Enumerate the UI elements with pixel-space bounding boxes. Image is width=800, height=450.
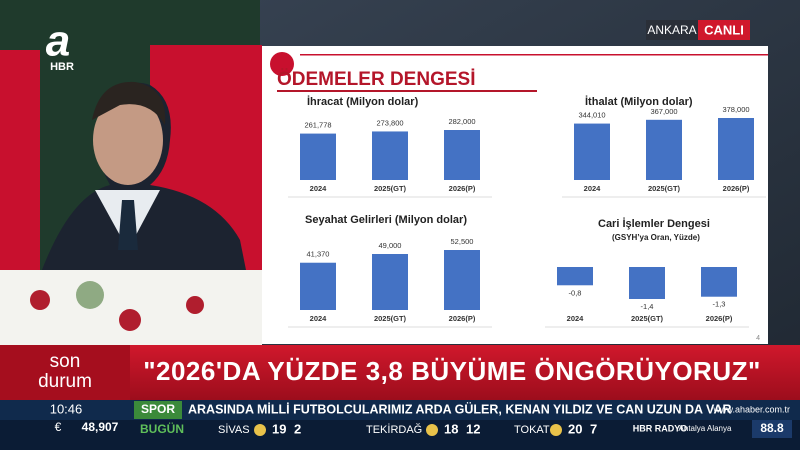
live: CANLI	[704, 22, 744, 37]
logo-sub: HBR	[50, 61, 74, 73]
value-label: 378,000	[722, 105, 749, 114]
value-label: 49,000	[379, 241, 402, 250]
category-label: 2025(GT)	[374, 314, 407, 323]
slide-rule	[300, 54, 768, 56]
live-box	[698, 20, 750, 40]
weather-high: 19	[272, 421, 286, 436]
flower	[186, 296, 204, 314]
weather-icon	[254, 424, 266, 436]
headline: "2026'DA YÜZDE 3,8 BÜYÜME ÖNGÖRÜYORUZ"	[143, 356, 761, 386]
day: BUGÜN	[140, 421, 184, 436]
weather-high: 18	[444, 421, 458, 436]
flag	[0, 50, 40, 280]
chart-title: İthalat (Milyon dolar)	[585, 95, 693, 108]
bar	[574, 123, 610, 180]
radio: HBR RADYO	[633, 423, 688, 433]
weather-city: TEKİRDAĞ	[366, 423, 422, 436]
chart-title: İhracat (Milyon dolar)	[307, 95, 419, 108]
category-label: 2024	[310, 314, 328, 323]
logo: a	[46, 17, 70, 66]
info-bar	[0, 420, 800, 450]
weather-icon	[550, 424, 562, 436]
bar	[646, 119, 682, 180]
weather-icon	[426, 424, 438, 436]
value-label: -1,3	[713, 300, 726, 309]
weather-low: 7	[590, 421, 597, 436]
value-label: -1,4	[641, 302, 654, 311]
bar	[701, 267, 737, 297]
slide	[262, 46, 768, 344]
slide-title-rule	[277, 90, 537, 92]
weather-city: SİVAS	[218, 423, 250, 436]
weather: SİVAS 19 2 TEKİRDAĞ 18 12 TOKAT 20 7	[218, 421, 597, 436]
bar	[300, 262, 336, 310]
chart-subtitle: (GSYH’ya Oran, Yüzde)	[612, 233, 700, 242]
tag-box	[0, 345, 130, 400]
time: 10:46	[50, 401, 83, 416]
category-label: 2025(GT)	[631, 314, 664, 323]
tie	[118, 200, 138, 250]
charts: İhracat (Milyon dolar) 261,778 2024 273,800…	[288, 95, 766, 328]
category-label: 2024	[584, 184, 602, 193]
frequency-box	[752, 420, 792, 438]
category-label: 2026(P)	[723, 184, 750, 193]
value-label: 367,000	[650, 107, 677, 116]
value-label: 261,778	[304, 121, 331, 130]
currency: €	[55, 420, 62, 434]
bar	[444, 250, 480, 310]
value-label: 344,010	[578, 111, 605, 120]
chart-title: Seyahat Gelirleri (Milyon dolar)	[305, 214, 467, 226]
category-label: 2026(P)	[706, 314, 733, 323]
bar	[444, 130, 480, 180]
category-label: 2025(GT)	[648, 184, 681, 193]
slide-title: ÖDEMELER DENGESİ	[277, 69, 475, 90]
category-label: 2026(P)	[449, 314, 476, 323]
bar	[718, 118, 754, 180]
speaker-face	[93, 95, 163, 185]
category-label: 2026(P)	[449, 184, 476, 193]
chart-title: Cari İşlemler Dengesi	[598, 217, 710, 230]
category-label: 2024	[310, 184, 328, 193]
bar	[372, 131, 408, 180]
city: ANKARA	[647, 23, 696, 37]
section-box	[134, 401, 182, 419]
category-label: 2024	[567, 314, 585, 323]
value-label: 52,500	[451, 237, 474, 246]
frequency: 88.8	[760, 421, 784, 435]
ticker-text: ARASINDA MİLLİ FUTBOLCULARIMIZ ARDA GÜLE…	[188, 401, 732, 416]
flower	[119, 309, 141, 331]
value-label: -0,8	[569, 288, 582, 297]
value-label: 41,370	[307, 250, 330, 259]
flower	[30, 290, 50, 310]
speaker-hair	[92, 81, 166, 125]
slide-emblem	[270, 52, 294, 76]
tag-bottom: durum	[38, 371, 92, 392]
category-label: 2025(GT)	[374, 184, 407, 193]
ticker-bar	[0, 400, 800, 420]
section: SPOR	[141, 402, 175, 416]
weather-high: 20	[568, 421, 582, 436]
headline-bar	[0, 345, 800, 400]
value-label: 273,800	[376, 118, 403, 127]
weather-low: 12	[466, 421, 480, 436]
bar	[372, 254, 408, 310]
weather-low: 2	[294, 421, 301, 436]
bar	[300, 133, 336, 180]
value-label: 282,000	[448, 117, 475, 126]
slide-page: 4	[756, 335, 760, 342]
bar	[629, 267, 665, 299]
radio-city: Antalya Alanya	[679, 424, 732, 433]
weather-city: TOKAT	[514, 424, 550, 436]
tag-top: son	[50, 351, 81, 372]
bar	[557, 267, 593, 286]
speaker	[40, 82, 250, 291]
city-box	[646, 20, 698, 40]
site: www.ahaber.com.tr	[712, 404, 790, 414]
leaves	[76, 281, 104, 309]
rate: 48,907	[82, 420, 119, 434]
